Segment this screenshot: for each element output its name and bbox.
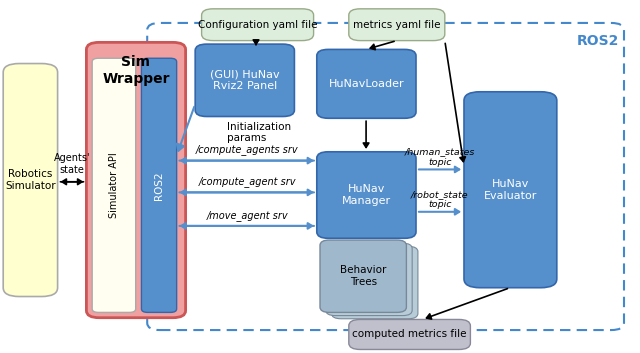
- FancyBboxPatch shape: [326, 243, 412, 316]
- Text: Configuration yaml file: Configuration yaml file: [198, 20, 317, 30]
- FancyBboxPatch shape: [464, 92, 557, 288]
- Text: Simulator API: Simulator API: [109, 152, 119, 218]
- FancyBboxPatch shape: [92, 58, 136, 312]
- Text: ROS2: ROS2: [577, 34, 620, 48]
- Text: HuNavLoader: HuNavLoader: [328, 79, 404, 89]
- FancyBboxPatch shape: [141, 58, 177, 312]
- FancyBboxPatch shape: [202, 9, 314, 41]
- Text: metrics yaml file: metrics yaml file: [353, 20, 440, 30]
- Text: HuNav
Evaluator: HuNav Evaluator: [484, 179, 537, 201]
- FancyBboxPatch shape: [332, 246, 418, 319]
- Text: Initialization
params: Initialization params: [227, 121, 291, 143]
- Text: (GUI) HuNav
Rviz2 Panel: (GUI) HuNav Rviz2 Panel: [210, 70, 280, 91]
- Text: /compute_agent srv: /compute_agent srv: [198, 176, 296, 187]
- Text: computed metrics file: computed metrics file: [353, 329, 467, 340]
- Text: Agents'
state: Agents' state: [54, 153, 91, 175]
- Text: /move_agent srv: /move_agent srv: [206, 210, 288, 221]
- FancyBboxPatch shape: [349, 9, 445, 41]
- FancyBboxPatch shape: [86, 42, 186, 318]
- Text: ROS2: ROS2: [154, 171, 164, 200]
- Text: Behavior
Trees: Behavior Trees: [340, 265, 387, 287]
- FancyBboxPatch shape: [317, 152, 416, 238]
- Text: HuNav
Manager: HuNav Manager: [342, 184, 391, 206]
- Text: /compute_agents srv: /compute_agents srv: [196, 145, 298, 155]
- FancyBboxPatch shape: [320, 240, 406, 312]
- Text: Robotics
Simulator: Robotics Simulator: [5, 169, 56, 191]
- FancyBboxPatch shape: [317, 49, 416, 118]
- FancyBboxPatch shape: [3, 64, 58, 297]
- Text: /human_states
topic: /human_states topic: [404, 148, 475, 167]
- FancyBboxPatch shape: [195, 44, 294, 116]
- FancyBboxPatch shape: [349, 319, 470, 349]
- Text: /robot_state
topic: /robot_state topic: [411, 190, 468, 209]
- Text: Sim
Wrapper: Sim Wrapper: [102, 55, 170, 86]
